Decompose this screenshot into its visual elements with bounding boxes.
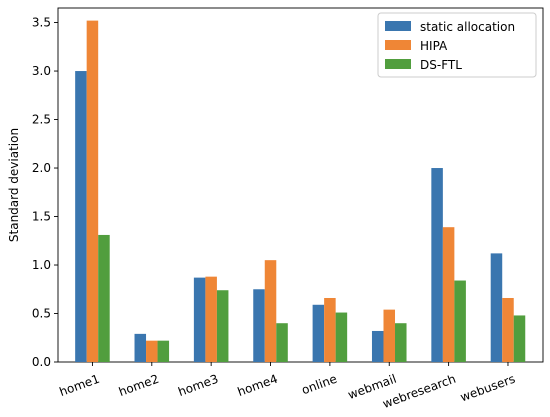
bar-webmail-static-allocation [371, 330, 384, 362]
x-tick-label: online [300, 372, 339, 398]
bar-home2-hipa [146, 340, 158, 362]
bar-home4-ds-ftl [276, 323, 288, 362]
legend-label: HIPA [420, 39, 448, 53]
y-tick-label: 2.0 [32, 161, 51, 175]
bar-home2-static-allocation [134, 333, 147, 362]
y-tick-label: 3.5 [32, 16, 51, 30]
bar-webresearch-hipa [442, 227, 455, 362]
y-tick-label: 3.0 [32, 64, 51, 78]
y-tick-label: 0.0 [32, 355, 51, 369]
bar-home4-hipa [264, 260, 277, 362]
bar-webresearch-static-allocation [431, 168, 443, 362]
legend: static allocation HIPA DS-FTL [377, 12, 537, 78]
bar-home3-hipa [205, 276, 217, 362]
bar-webusers-static-allocation [490, 253, 503, 362]
bar-online-static-allocation [312, 304, 325, 362]
legend-label: static allocation [420, 20, 515, 34]
bar-home1-hipa [86, 20, 99, 363]
legend-label: DS-FTL [420, 58, 462, 72]
y-tick-label: 0.5 [32, 307, 51, 321]
x-tick-label: home1 [58, 372, 102, 399]
bar-home1-static-allocation [75, 71, 87, 362]
bar-home3-ds-ftl [216, 290, 229, 362]
bar-webusers-hipa [502, 297, 514, 362]
x-tick-label: webusers [458, 372, 517, 405]
bars [75, 20, 526, 363]
x-tick-label: home3 [176, 372, 220, 399]
x-tick-label: home2 [117, 372, 161, 399]
bar-online-hipa [324, 297, 336, 362]
y-tick-label: 2.5 [32, 113, 51, 127]
legend-box [377, 12, 537, 78]
bar-home3-static-allocation [193, 277, 206, 362]
bar-webmail-hipa [383, 309, 396, 362]
bar-home2-ds-ftl [157, 340, 170, 362]
y-tick-label: 1.0 [32, 258, 51, 272]
bar-webusers-ds-ftl [513, 315, 526, 362]
bar-webresearch-ds-ftl [454, 280, 466, 362]
legend-swatch [385, 40, 411, 50]
bar-home4-static-allocation [253, 289, 265, 362]
y-axis: 0.0 0.5 1.0 1.5 2.0 2.5 3.0 3.5 [32, 16, 58, 369]
legend-swatch [385, 59, 411, 69]
legend-swatch [385, 21, 411, 31]
bar-online-ds-ftl [335, 312, 348, 362]
bar-webmail-ds-ftl [395, 323, 407, 362]
plot-frame [57, 7, 544, 363]
x-axis: home1 home2 home3 home4 online webmailwebrese… [58, 362, 517, 411]
bar-home1-ds-ftl [98, 234, 110, 362]
x-tick-label: home4 [236, 372, 280, 399]
y-tick-label: 1.5 [32, 210, 51, 224]
y-axis-title: Standard deviation [7, 128, 21, 242]
